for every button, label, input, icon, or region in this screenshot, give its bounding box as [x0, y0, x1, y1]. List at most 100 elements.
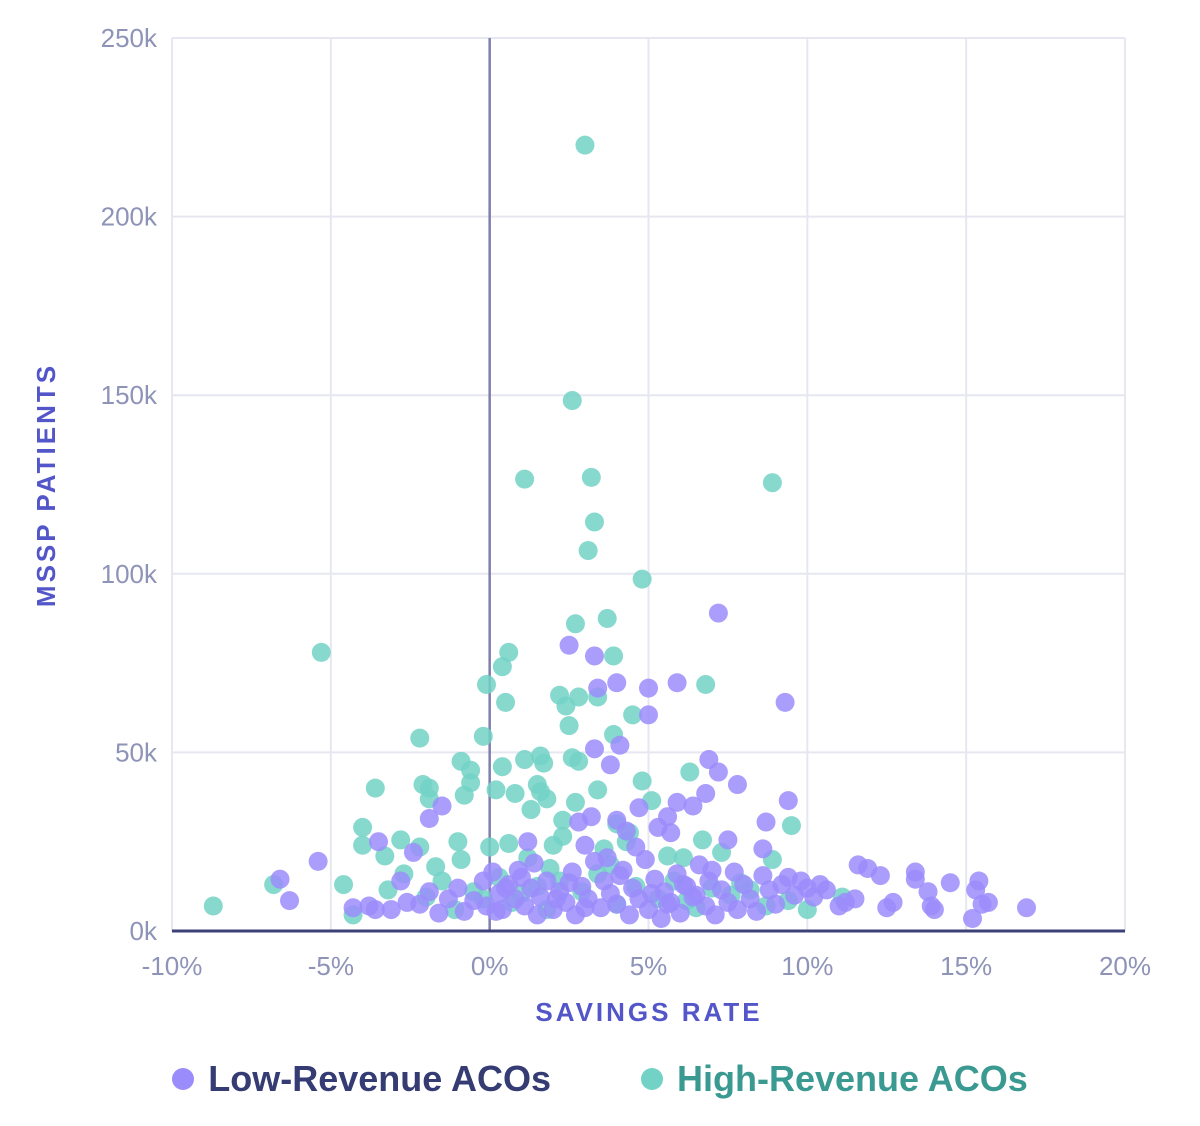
point-low-revenue [518, 832, 538, 852]
point-high-revenue [597, 608, 617, 628]
point-low-revenue [753, 866, 773, 886]
point-high-revenue [353, 835, 373, 855]
point-high-revenue [559, 716, 579, 736]
point-low-revenue [448, 878, 468, 898]
point-high-revenue [311, 642, 331, 662]
point-high-revenue [537, 789, 557, 809]
point-low-revenue [483, 862, 503, 882]
point-low-revenue [607, 673, 627, 693]
point-low-revenue [870, 866, 890, 886]
point-high-revenue [588, 780, 608, 800]
legend-label-low-revenue: Low-Revenue ACOs [208, 1058, 551, 1099]
x-tick-label: 10% [781, 951, 833, 981]
x-tick-label: 5% [630, 951, 668, 981]
point-low-revenue [686, 885, 706, 905]
point-high-revenue [553, 826, 573, 846]
point-low-revenue [667, 792, 687, 812]
x-tick-labels: -10% -5% 0% 5% 10% 15% 20% [142, 951, 1151, 981]
point-low-revenue [575, 835, 595, 855]
point-low-revenue [756, 812, 776, 832]
point-low-revenue [718, 830, 738, 850]
x-axis-title: SAVINGS RATE [535, 997, 762, 1027]
point-high-revenue [673, 848, 693, 868]
point-high-revenue [391, 830, 411, 850]
point-low-revenue [753, 839, 773, 859]
point-low-revenue [343, 898, 363, 918]
point-high-revenue [480, 837, 500, 857]
point-high-revenue [426, 857, 446, 877]
point-low-revenue [667, 673, 687, 693]
point-low-revenue [591, 898, 611, 918]
y-tick-label: 200k [101, 202, 158, 232]
point-high-revenue [565, 614, 585, 634]
y-tick-label: 0k [130, 916, 158, 946]
point-low-revenue [727, 775, 747, 795]
point-low-revenue [978, 892, 998, 912]
point-low-revenue [626, 837, 646, 857]
point-low-revenue [1017, 898, 1037, 918]
point-low-revenue [432, 796, 452, 816]
point-low-revenue [918, 882, 938, 902]
point-high-revenue [515, 750, 535, 770]
point-low-revenue [683, 796, 703, 816]
point-low-revenue [651, 908, 671, 928]
point-high-revenue [454, 785, 474, 805]
point-high-revenue [365, 778, 385, 798]
point-low-revenue [747, 901, 767, 921]
point-high-revenue [632, 771, 652, 791]
point-high-revenue [515, 469, 535, 489]
grid-lines [171, 37, 1126, 931]
point-low-revenue [673, 875, 693, 895]
point-low-revenue [584, 739, 604, 759]
point-low-revenue [905, 869, 925, 889]
point-low-revenue [308, 851, 328, 871]
point-high-revenue [499, 833, 519, 853]
y-tick-label: 150k [101, 380, 158, 410]
point-high-revenue [632, 569, 652, 589]
point-high-revenue [521, 800, 541, 820]
point-low-revenue [610, 866, 630, 886]
x-tick-label: 20% [1099, 951, 1151, 981]
point-low-revenue [727, 900, 747, 920]
point-low-revenue [639, 705, 658, 725]
point-low-revenue [270, 869, 290, 889]
point-high-revenue [534, 753, 554, 773]
point-low-revenue [486, 901, 506, 921]
point-high-revenue [451, 850, 471, 870]
point-low-revenue [816, 880, 836, 900]
point-high-revenue [492, 657, 512, 677]
point-high-revenue [565, 792, 585, 812]
point-high-revenue [680, 762, 700, 782]
point-low-revenue [365, 900, 385, 920]
point-high-revenue [562, 391, 582, 411]
point-low-revenue [381, 900, 401, 920]
point-high-revenue [623, 705, 643, 725]
point-low-revenue [963, 908, 983, 928]
point-low-revenue [610, 735, 630, 755]
point-high-revenue [575, 135, 595, 155]
point-low-revenue [559, 635, 579, 655]
point-low-revenue [845, 889, 865, 909]
point-high-revenue [499, 642, 519, 662]
y-tick-label: 50k [115, 737, 158, 767]
x-tick-label: -5% [308, 951, 354, 981]
point-high-revenue [505, 783, 525, 803]
point-high-revenue [353, 817, 373, 837]
point-low-revenue [391, 871, 411, 891]
point-high-revenue [476, 675, 496, 695]
point-low-revenue [419, 882, 439, 902]
point-low-revenue [940, 873, 960, 893]
point-low-revenue [419, 808, 439, 828]
point-high-revenue [473, 726, 493, 746]
point-high-revenue [781, 816, 801, 836]
point-low-revenue [569, 812, 589, 832]
point-low-revenue [597, 848, 617, 868]
point-high-revenue [410, 728, 430, 748]
y-tick-labels: 0k 50k 100k 150k 200k 250k [101, 23, 158, 946]
point-high-revenue [578, 541, 598, 561]
point-high-revenue [696, 675, 716, 695]
series-low-revenue [270, 603, 1037, 928]
point-low-revenue [607, 894, 627, 914]
point-low-revenue [969, 871, 989, 891]
scatter-chart: -10% -5% 0% 5% 10% 15% 20% 0k 50k 100k 150k 200k 25… [31, 23, 1151, 1027]
